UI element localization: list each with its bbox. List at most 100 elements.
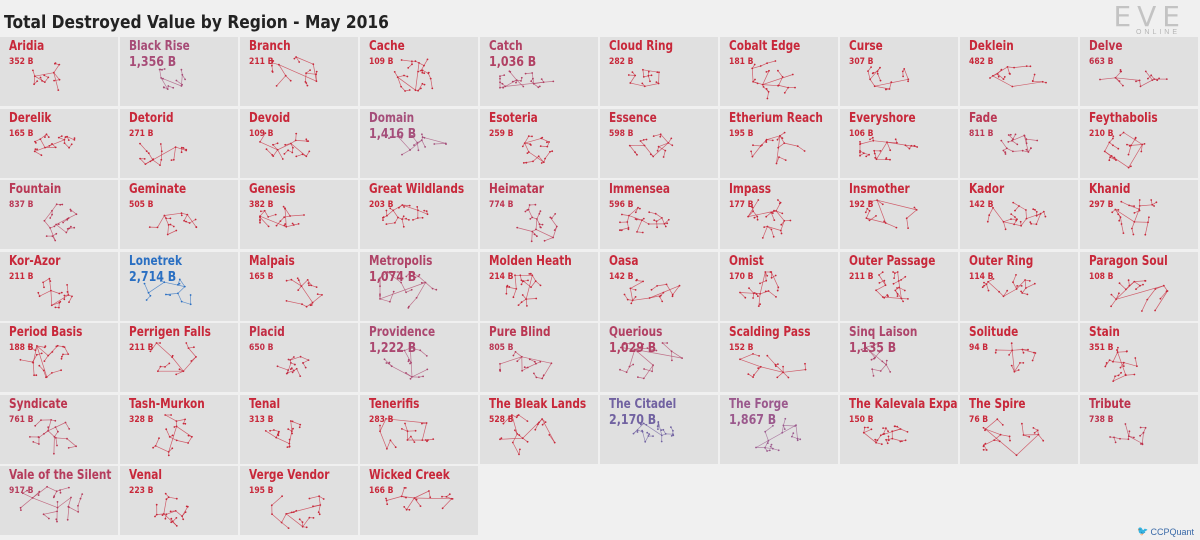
region-name: Placid xyxy=(249,324,285,340)
map-link xyxy=(549,434,555,443)
map-system-dot xyxy=(535,376,538,379)
map-system-dot xyxy=(441,507,444,510)
map-system-dot xyxy=(1024,278,1026,281)
map-link xyxy=(634,349,683,359)
region-cell: Oasa 142 B xyxy=(600,251,718,321)
map-system-dot xyxy=(51,142,53,145)
region-map-network xyxy=(751,60,796,100)
map-system-dot xyxy=(291,420,294,422)
region-name: Tash-Murkon xyxy=(129,395,205,412)
region-map-network xyxy=(139,142,188,166)
map-system-dot xyxy=(62,353,64,356)
map-link xyxy=(534,423,539,430)
map-link xyxy=(290,214,305,217)
map-link xyxy=(1013,202,1020,207)
map-system-dot xyxy=(1128,284,1131,286)
map-system-dot xyxy=(56,444,58,446)
map-system-dot xyxy=(672,433,675,436)
map-system-dot xyxy=(271,513,273,515)
map-system-dot xyxy=(1110,154,1113,157)
map-link xyxy=(619,369,627,373)
map-link xyxy=(46,372,53,378)
map-system-dot xyxy=(271,64,273,67)
map-link xyxy=(876,441,882,445)
map-system-dot xyxy=(315,70,318,73)
region-map-network xyxy=(516,203,558,243)
map-system-dot xyxy=(859,149,861,152)
map-system-dot xyxy=(983,284,985,286)
map-link xyxy=(671,351,683,359)
region-cell: Verge Vendor 195 B xyxy=(240,466,358,535)
map-system-dot xyxy=(259,221,261,224)
map-link xyxy=(898,286,905,291)
map-system-dot xyxy=(36,80,39,82)
map-link xyxy=(878,274,886,285)
map-system-dot xyxy=(38,294,41,297)
map-link xyxy=(391,365,413,378)
map-system-dot xyxy=(666,342,669,344)
map-link xyxy=(278,64,286,76)
map-system-dot xyxy=(871,368,874,371)
map-link xyxy=(629,349,636,367)
map-system-dot xyxy=(66,290,69,293)
map-link xyxy=(1003,221,1006,230)
map-system-dot xyxy=(1115,158,1117,161)
map-system-dot xyxy=(429,496,432,499)
map-system-dot xyxy=(546,145,549,147)
map-system-dot xyxy=(878,281,881,284)
map-link xyxy=(869,79,875,87)
map-system-dot xyxy=(762,86,765,88)
map-link xyxy=(626,366,630,373)
map-system-dot xyxy=(1144,279,1147,282)
map-system-dot xyxy=(868,219,871,222)
map-system-dot xyxy=(647,74,650,77)
region-value: 94 B xyxy=(969,343,989,353)
map-link xyxy=(189,219,196,224)
map-link xyxy=(649,211,656,215)
map-system-dot xyxy=(642,280,644,282)
map-system-dot xyxy=(872,139,875,142)
map-system-dot xyxy=(504,85,507,88)
map-link xyxy=(34,419,42,426)
map-link xyxy=(423,59,428,66)
map-link xyxy=(865,342,880,348)
map-system-dot xyxy=(885,359,888,362)
map-system-dot xyxy=(52,496,55,499)
map-link xyxy=(636,220,643,233)
map-link xyxy=(1121,223,1124,234)
region-name: Omist xyxy=(729,252,764,269)
map-system-dot xyxy=(1109,435,1111,438)
map-system-dot xyxy=(180,300,183,302)
map-system-dot xyxy=(660,294,662,296)
map-link xyxy=(1032,352,1036,361)
map-system-dot xyxy=(445,495,448,498)
map-system-dot xyxy=(1010,218,1012,220)
map-link xyxy=(405,372,413,378)
map-link xyxy=(876,200,887,224)
map-system-dot xyxy=(764,270,767,273)
map-system-dot xyxy=(1025,217,1028,220)
map-system-dot xyxy=(287,358,290,361)
region-value: 170 B xyxy=(729,271,754,282)
map-link xyxy=(759,279,767,284)
map-system-dot xyxy=(630,302,633,304)
map-system-dot xyxy=(646,347,649,349)
map-system-dot xyxy=(521,369,523,372)
map-link xyxy=(536,377,543,379)
region-cell: Paragon Soul 108 B xyxy=(1080,251,1198,321)
map-system-dot xyxy=(182,422,185,424)
map-link xyxy=(992,75,1013,87)
map-system-dot xyxy=(297,223,300,225)
map-system-dot xyxy=(423,83,426,86)
map-system-dot xyxy=(988,214,991,217)
map-system-dot xyxy=(413,440,416,443)
map-system-dot xyxy=(541,423,544,426)
map-link xyxy=(1113,374,1126,382)
map-system-dot xyxy=(887,435,890,437)
map-system-dot xyxy=(986,220,989,223)
map-system-dot xyxy=(152,446,154,449)
map-link xyxy=(394,71,399,78)
map-system-dot xyxy=(652,434,654,437)
map-system-dot xyxy=(1031,359,1034,362)
map-system-dot xyxy=(656,71,659,74)
